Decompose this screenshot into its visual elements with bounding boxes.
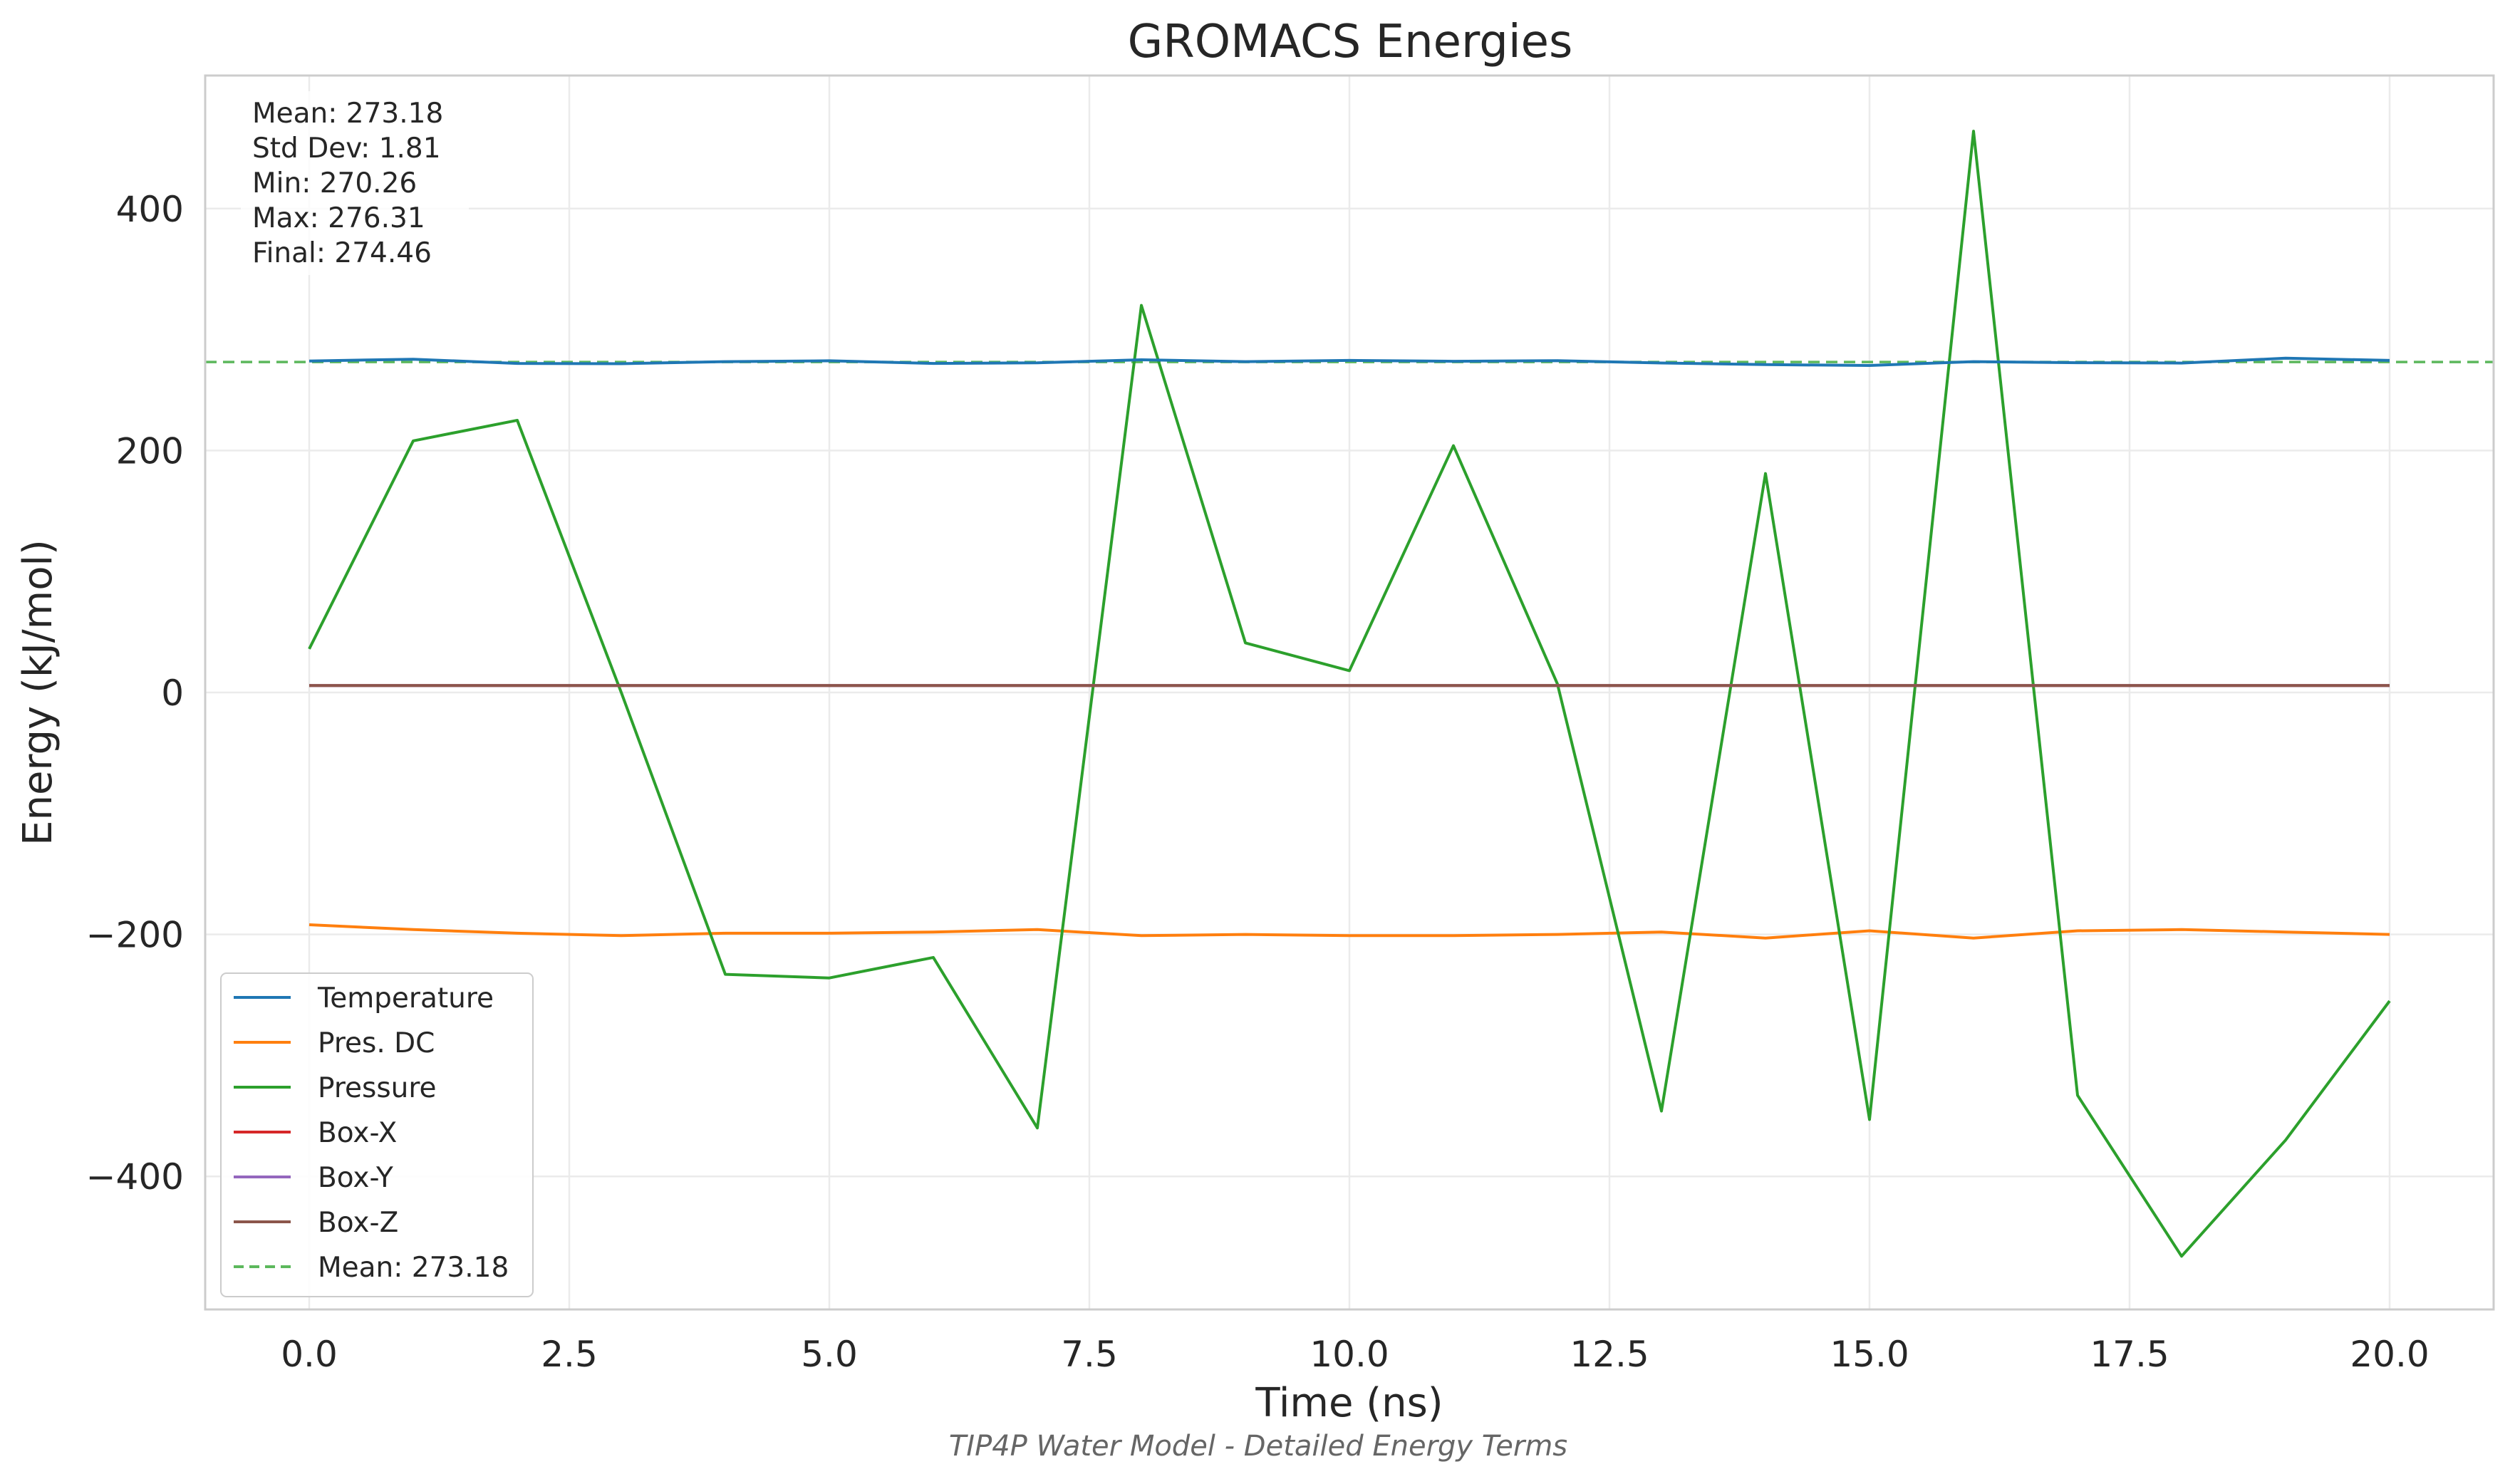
- stats-background: [241, 91, 469, 275]
- series-line-temperature: [308, 356, 2390, 367]
- legend-label: Mean: 273.18: [318, 1252, 509, 1284]
- x-tick-label: 12.5: [1570, 1334, 1649, 1375]
- chart-caption: TIP4P Water Model - Detailed Energy Term…: [949, 1430, 1567, 1463]
- series-line-pressure: [308, 130, 2391, 1258]
- y-tick-labels: −400 −200 0 200 400: [86, 189, 184, 1198]
- legend-box: [220, 972, 534, 1297]
- plot-frame: [204, 74, 2495, 1311]
- x-tick-labels: 0.0 2.5 5.0 7.5 10.0 12.5 15.0 17.5 20.0: [281, 1334, 2429, 1375]
- series-lines: [205, 130, 2494, 1258]
- legend-label: Pres. DC: [318, 1027, 435, 1059]
- legend-label: Box-Z: [318, 1207, 398, 1239]
- chart-title: GROMACS Energies: [1128, 16, 1573, 68]
- stats-box: Mean: 273.18 Std Dev: 1.81 Min: 270.26 M…: [241, 91, 469, 275]
- x-tick-label: 20.0: [2350, 1334, 2429, 1375]
- stats-min: Min: 270.26: [252, 167, 417, 199]
- x-tick-label: 2.5: [541, 1334, 598, 1375]
- x-tick-label: 5.0: [801, 1334, 858, 1375]
- stats-std-dev: Std Dev: 1.81: [252, 133, 441, 165]
- y-tick-label: 400: [116, 189, 184, 230]
- x-tick-label: 15.0: [1830, 1334, 1909, 1375]
- legend-label: Temperature: [317, 982, 494, 1015]
- y-tick-label: 0: [161, 673, 184, 714]
- y-tick-label: 200: [116, 430, 184, 472]
- x-tick-label: 7.5: [1061, 1334, 1118, 1375]
- legend-entries: Temperature Pres. DC Pressure Box-X Box-Y Box…: [234, 982, 509, 1284]
- legend-label: Box-X: [318, 1117, 397, 1149]
- x-tick-label: 10.0: [1310, 1334, 1389, 1375]
- y-axis-label: Energy (kJ/mol): [15, 539, 61, 846]
- stats-mean: Mean: 273.18: [252, 98, 443, 130]
- legend-label: Pressure: [318, 1072, 437, 1104]
- legend-label: Box-Y: [318, 1162, 393, 1194]
- stats-final: Final: 274.46: [252, 237, 432, 269]
- y-tick-label: −200: [86, 915, 184, 956]
- legend: Temperature Pres. DC Pressure Box-X Box-Y Box…: [220, 972, 534, 1297]
- x-tick-label: 17.5: [2090, 1334, 2169, 1375]
- y-tick-label: −400: [86, 1156, 184, 1198]
- series-line-pres-dc: [308, 923, 2390, 940]
- stats-max: Max: 276.31: [252, 202, 425, 234]
- x-axis-label: Time (ns): [1255, 1380, 1443, 1426]
- x-tick-label: 0.0: [281, 1334, 338, 1375]
